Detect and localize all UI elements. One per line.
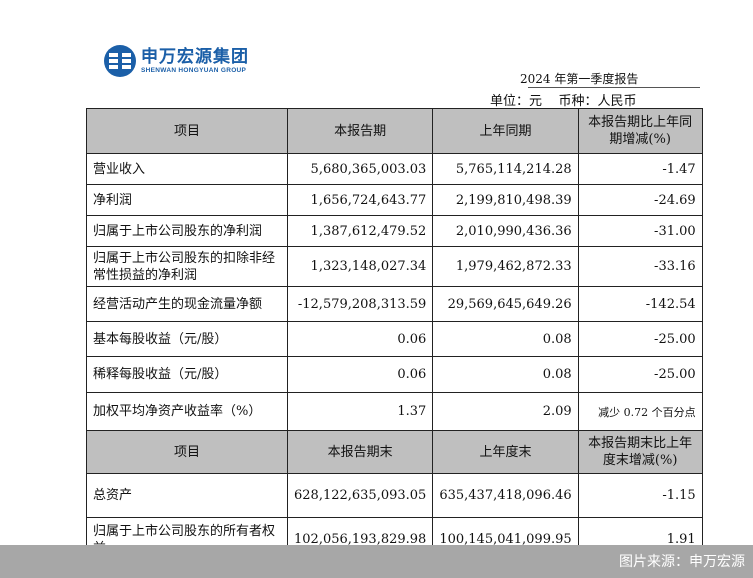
table2-header-change: 本报告期末比上年度末增减(%) bbox=[577, 430, 703, 474]
row-label: 营业收入 bbox=[86, 153, 288, 185]
logo-cn-text: 申万宏源集团 bbox=[141, 47, 249, 67]
row-current: 0.06 bbox=[286, 321, 434, 357]
row-label: 基本每股收益（元/股） bbox=[86, 321, 288, 357]
row-current: 0.06 bbox=[286, 356, 434, 393]
table-row: 经营活动产生的现金流量净额 -12,579,208,313.59 29,569,… bbox=[86, 286, 703, 322]
table2-header-item: 项目 bbox=[86, 430, 288, 474]
table-row: 归属于上市公司股东的扣除非经常性损益的净利润 1,323,148,027.34 … bbox=[86, 246, 703, 287]
row-change: -31.00 bbox=[577, 215, 703, 247]
row-prior: 2,010,990,436.36 bbox=[432, 215, 579, 247]
row-current: 1,323,148,027.34 bbox=[286, 246, 434, 287]
table-row: 营业收入 5,680,365,003.03 5,765,114,214.28 -… bbox=[86, 153, 703, 185]
report-title: 2024 年第一季度报告 bbox=[520, 70, 700, 88]
image-source-caption: 图片来源：申万宏源 bbox=[619, 554, 745, 570]
row-prior: 5,765,114,214.28 bbox=[432, 153, 579, 185]
row-prior: 0.08 bbox=[432, 356, 579, 393]
row-current: 1.37 bbox=[286, 392, 434, 431]
table-row: 加权平均净资产收益率（%） 1.37 2.09 减少 0.72 个百分点 bbox=[86, 392, 703, 431]
row-current: 628,122,635,093.05 bbox=[286, 473, 434, 518]
row-current: 1,656,724,643.77 bbox=[286, 184, 434, 216]
row-change: -142.54 bbox=[577, 286, 703, 322]
currency-label: 币种：人民币 bbox=[558, 94, 637, 109]
row-change: -1.47 bbox=[577, 153, 703, 185]
row-change: -33.16 bbox=[577, 246, 703, 287]
table1-header-change: 本报告期比上年同期增减(%) bbox=[577, 108, 703, 154]
row-prior: 2,199,810,498.39 bbox=[432, 184, 579, 216]
row-prior: 29,569,645,649.26 bbox=[432, 286, 579, 322]
row-label: 净利润 bbox=[86, 184, 288, 216]
unit-line: 单位：元 币种：人民币 bbox=[490, 90, 637, 109]
footer-bar: 图片来源：申万宏源 bbox=[0, 545, 753, 578]
row-label: 经营活动产生的现金流量净额 bbox=[86, 286, 288, 322]
row-prior: 2.09 bbox=[432, 392, 579, 431]
row-label: 稀释每股收益（元/股） bbox=[86, 356, 288, 393]
row-current: -12,579,208,313.59 bbox=[286, 286, 434, 322]
table1-header-prior: 上年同期 bbox=[432, 108, 579, 154]
shenwan-logo-icon bbox=[104, 45, 136, 77]
table1-header-item: 项目 bbox=[86, 108, 288, 154]
table-row: 稀释每股收益（元/股） 0.06 0.08 -25.00 bbox=[86, 356, 703, 393]
row-label: 加权平均净资产收益率（%） bbox=[86, 392, 288, 431]
table-row: 总资产 628,122,635,093.05 635,437,418,096.4… bbox=[86, 473, 703, 518]
table1-header-row: 项目 本报告期 上年同期 本报告期比上年同期增减(%) bbox=[86, 108, 703, 154]
row-prior: 0.08 bbox=[432, 321, 579, 357]
row-change: -25.00 bbox=[577, 321, 703, 357]
table-row: 基本每股收益（元/股） 0.06 0.08 -25.00 bbox=[86, 321, 703, 357]
financial-data-table: 项目 本报告期 上年同期 本报告期比上年同期增减(%) 营业收入 5,680,3… bbox=[86, 108, 703, 562]
row-change: -24.69 bbox=[577, 184, 703, 216]
row-current: 1,387,612,479.52 bbox=[286, 215, 434, 247]
row-change: -1.15 bbox=[577, 473, 703, 518]
row-label: 归属于上市公司股东的净利润 bbox=[86, 215, 288, 247]
table-row: 净利润 1,656,724,643.77 2,199,810,498.39 -2… bbox=[86, 184, 703, 216]
row-prior: 635,437,418,096.46 bbox=[432, 473, 579, 518]
row-change: -25.00 bbox=[577, 356, 703, 393]
row-label: 总资产 bbox=[86, 473, 288, 518]
row-change: 减少 0.72 个百分点 bbox=[577, 392, 703, 431]
row-prior: 1,979,462,872.33 bbox=[432, 246, 579, 287]
table2-header-current: 本报告期末 bbox=[286, 430, 434, 474]
row-label: 归属于上市公司股东的扣除非经常性损益的净利润 bbox=[86, 246, 288, 287]
company-logo: 申万宏源集团 SHENWAN HONGYUAN GROUP bbox=[103, 44, 249, 78]
table2-header-row: 项目 本报告期末 上年度末 本报告期末比上年度末增减(%) bbox=[86, 430, 703, 474]
row-current: 5,680,365,003.03 bbox=[286, 153, 434, 185]
table1-header-current: 本报告期 bbox=[286, 108, 434, 154]
table2-header-prior: 上年度末 bbox=[432, 430, 579, 474]
unit-label: 单位：元 bbox=[490, 94, 543, 109]
logo-en-text: SHENWAN HONGYUAN GROUP bbox=[141, 67, 247, 74]
table-row: 归属于上市公司股东的净利润 1,387,612,479.52 2,010,990… bbox=[86, 215, 703, 247]
